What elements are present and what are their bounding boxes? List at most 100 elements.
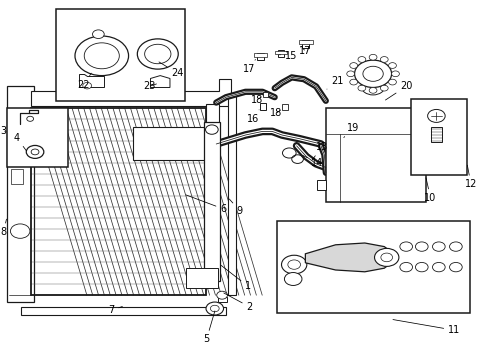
Bar xyxy=(259,103,265,110)
Text: 22: 22 xyxy=(77,73,91,90)
Circle shape xyxy=(380,85,387,91)
Circle shape xyxy=(360,77,385,95)
Bar xyxy=(262,92,268,97)
Bar xyxy=(277,221,468,313)
Text: 18: 18 xyxy=(269,108,281,118)
Bar xyxy=(282,104,287,110)
Bar xyxy=(275,51,287,54)
Circle shape xyxy=(284,273,302,285)
Circle shape xyxy=(75,36,128,76)
Circle shape xyxy=(84,43,119,69)
Text: 13: 13 xyxy=(311,142,327,160)
Text: 20: 20 xyxy=(385,81,411,100)
Circle shape xyxy=(10,224,30,238)
Circle shape xyxy=(368,54,376,60)
Circle shape xyxy=(26,145,44,158)
Text: 1: 1 xyxy=(221,265,250,291)
Circle shape xyxy=(349,63,357,68)
Circle shape xyxy=(415,262,427,272)
Circle shape xyxy=(205,269,218,278)
Bar xyxy=(11,169,23,184)
Circle shape xyxy=(210,305,219,312)
Circle shape xyxy=(281,255,306,274)
Text: 2: 2 xyxy=(224,293,252,312)
Circle shape xyxy=(380,253,392,262)
Circle shape xyxy=(415,242,427,251)
Circle shape xyxy=(399,262,412,272)
Text: 8: 8 xyxy=(0,219,6,237)
Polygon shape xyxy=(150,76,170,87)
Circle shape xyxy=(357,85,365,91)
Bar xyxy=(278,50,284,57)
Circle shape xyxy=(368,87,376,93)
Text: 9: 9 xyxy=(229,199,242,216)
Circle shape xyxy=(205,125,218,134)
Text: 17: 17 xyxy=(299,46,311,56)
Bar xyxy=(228,94,236,295)
Bar xyxy=(31,108,206,295)
Circle shape xyxy=(391,71,399,77)
Circle shape xyxy=(388,63,396,68)
Circle shape xyxy=(380,57,387,62)
Text: 10: 10 xyxy=(424,178,436,203)
Polygon shape xyxy=(133,104,218,160)
Text: 17: 17 xyxy=(243,59,255,74)
Circle shape xyxy=(31,149,39,155)
Polygon shape xyxy=(305,243,391,272)
Bar xyxy=(253,53,267,57)
Circle shape xyxy=(144,44,171,64)
Text: 24: 24 xyxy=(159,62,183,78)
Circle shape xyxy=(27,116,34,121)
Text: 5: 5 xyxy=(203,311,214,345)
Circle shape xyxy=(92,30,104,39)
Polygon shape xyxy=(79,74,104,87)
Text: 4: 4 xyxy=(14,132,26,151)
Text: 3: 3 xyxy=(0,126,6,136)
Text: 19: 19 xyxy=(343,123,358,138)
Bar xyxy=(316,180,325,190)
Text: 14: 14 xyxy=(302,156,323,168)
Circle shape xyxy=(287,260,300,269)
Bar xyxy=(410,99,466,175)
Circle shape xyxy=(362,66,383,81)
Circle shape xyxy=(448,262,461,272)
Circle shape xyxy=(374,248,398,266)
Polygon shape xyxy=(7,86,34,302)
Bar xyxy=(31,108,206,295)
Circle shape xyxy=(216,291,227,299)
Circle shape xyxy=(448,242,461,251)
Circle shape xyxy=(82,82,91,89)
Circle shape xyxy=(427,109,444,122)
Bar xyxy=(325,108,425,202)
Circle shape xyxy=(388,79,396,85)
Circle shape xyxy=(431,262,444,272)
Bar xyxy=(21,307,225,315)
Circle shape xyxy=(399,242,412,251)
Text: 7: 7 xyxy=(108,305,122,315)
Bar xyxy=(7,108,67,167)
Circle shape xyxy=(357,57,365,62)
Circle shape xyxy=(205,302,223,315)
Bar xyxy=(203,122,219,281)
Text: 18: 18 xyxy=(250,95,262,105)
Circle shape xyxy=(349,79,357,85)
Text: 16: 16 xyxy=(246,110,259,124)
Bar xyxy=(56,9,184,101)
Text: 6: 6 xyxy=(185,195,225,214)
Polygon shape xyxy=(31,79,230,106)
Text: 23: 23 xyxy=(142,81,156,91)
Text: 15: 15 xyxy=(279,51,296,61)
Bar xyxy=(302,40,308,48)
Text: 11: 11 xyxy=(392,320,459,335)
Bar xyxy=(299,40,312,44)
Text: 21: 21 xyxy=(326,76,343,89)
Bar xyxy=(31,108,206,295)
Circle shape xyxy=(354,60,391,87)
Circle shape xyxy=(137,39,178,69)
Bar xyxy=(218,297,226,302)
Circle shape xyxy=(346,71,354,77)
Bar xyxy=(429,127,441,142)
Bar xyxy=(257,53,264,60)
Text: 12: 12 xyxy=(464,165,476,189)
Bar xyxy=(185,268,217,288)
